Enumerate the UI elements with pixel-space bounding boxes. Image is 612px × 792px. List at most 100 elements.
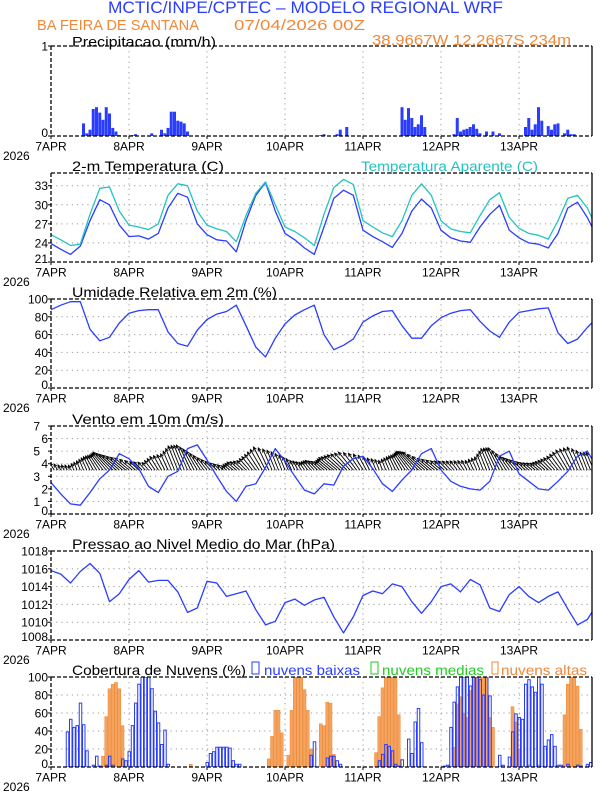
wind-arrow-shaft: [555, 449, 569, 471]
wind-arrow-head: [266, 449, 270, 454]
cloud-cover-bar: [491, 727, 495, 767]
cloud-cover-bar: [296, 677, 300, 767]
precipitation-bar: [527, 118, 531, 136]
cloud-cover-bar: [377, 716, 381, 767]
wind-arrow: [467, 458, 474, 471]
precipitation-bar: [530, 129, 534, 136]
wind-arrow-head: [98, 453, 103, 458]
cloud-cover-bar: [566, 683, 570, 767]
wind-arrow: [307, 460, 318, 471]
cloud-cover-bar: [465, 677, 469, 767]
cloud-cover-bar: [562, 714, 567, 767]
wind-arrow-head: [420, 458, 426, 463]
wind-arrow-shaft: [141, 462, 149, 471]
wind-arrow-head: [78, 458, 82, 463]
precipitation-bar: [160, 129, 163, 136]
cloud-cover-bar: [381, 753, 385, 767]
precipitation-bar: [459, 131, 462, 136]
wind-arrow-head: [546, 455, 551, 460]
x-tick-label: 10APR: [266, 266, 304, 280]
y-tick-label: 0: [41, 126, 48, 140]
cloud-cover-bar: [267, 758, 271, 767]
wind-arrow: [179, 446, 192, 471]
wind-arrow: [383, 457, 390, 471]
cloud-cover-bar: [114, 682, 118, 767]
cloud-cover-bar: [117, 688, 121, 767]
wind-arrow-shaft: [520, 462, 530, 471]
precipitation-bar: [150, 133, 154, 136]
wind-arrow: [185, 450, 198, 471]
wind-arrow-shaft: [146, 458, 156, 471]
wind-arrow: [196, 456, 208, 471]
wind-arrow: [555, 449, 569, 471]
wind-arrow-shaft: [495, 453, 507, 471]
wind-arrow-shaft: [124, 460, 136, 471]
cloud-cover-bar: [150, 688, 154, 767]
wind-arrow-head: [304, 459, 309, 464]
wind-arrow: [559, 448, 572, 471]
wind-arrow-head: [522, 462, 528, 467]
wind-arrow-head: [320, 456, 325, 461]
wind-arrow-shaft: [285, 458, 292, 471]
cloud-cover-bar: [65, 731, 70, 767]
wind-arrow-shaft: [196, 457, 208, 471]
x-tick-label: 13APR: [500, 266, 538, 280]
wind-arrow-head: [326, 454, 331, 459]
x-tick-label: 10APR: [266, 518, 304, 532]
cloud-cover-bar: [205, 762, 209, 767]
wind-arrow: [320, 456, 338, 471]
wind-arrow-shaft: [185, 450, 198, 471]
wind-arrow: [326, 454, 344, 471]
wind-arrow-head: [153, 454, 157, 460]
wind-arrow-head: [457, 459, 462, 465]
wind-arrow-shaft: [153, 455, 162, 471]
cloud-cover-bar: [212, 751, 216, 767]
wind-arrow-shaft: [90, 453, 104, 471]
cloud-cover-bar: [153, 710, 157, 767]
wind-arrow-shaft: [353, 453, 364, 471]
cloud-cover-bar: [390, 750, 395, 767]
wind-arrow-head: [244, 453, 248, 459]
wind-arrow-shaft: [468, 459, 474, 471]
wind-arrow: [80, 457, 88, 471]
wind-arrow-head: [480, 447, 484, 453]
wind-arrow-shaft: [380, 459, 387, 471]
wind-arrow-shaft: [502, 457, 513, 471]
wind-arrow-head: [476, 453, 480, 458]
wind-arrow: [165, 447, 175, 471]
cloud-cover-title: Cobertura de Nuvens (%): [72, 662, 246, 678]
wind-arrow-shaft: [85, 455, 94, 471]
wind-arrow: [549, 453, 562, 471]
cloud-cover-bar: [485, 677, 489, 767]
wind-arrow: [73, 461, 78, 471]
wind-arrow-shaft: [579, 452, 588, 471]
wind-arrow-shaft: [535, 461, 546, 471]
precipitation-bar: [413, 127, 417, 136]
wind-arrow: [330, 453, 348, 471]
cloud-cover-bar: [374, 752, 378, 767]
cloud-cover-bar: [312, 741, 317, 767]
wind-arrow-head: [529, 462, 534, 467]
wind-arrow: [67, 464, 72, 471]
wind-arrow-head: [519, 461, 524, 467]
wind-arrow-head: [323, 455, 328, 460]
wind-arrow: [457, 459, 465, 471]
wind-arrow-shaft: [357, 455, 367, 471]
wind-arrow-head: [487, 446, 492, 452]
wind-arrow: [482, 447, 494, 471]
wind-arrow: [394, 451, 409, 471]
wind-arrow-head: [370, 457, 375, 463]
wind-arrow-head: [118, 458, 124, 463]
wind-arrow: [531, 461, 543, 471]
wind-arrow-head: [200, 458, 205, 464]
x-year-label: 2026: [3, 401, 30, 415]
wind-arrow-shaft: [78, 459, 84, 471]
wind-arrow: [236, 459, 247, 471]
wind-arrow: [64, 464, 69, 471]
wind-arrow-shaft: [289, 460, 296, 471]
wind-arrow-shaft: [73, 462, 78, 471]
precipitation-bar: [455, 118, 459, 136]
precipitation-bar: [173, 111, 176, 136]
pressure-marks: [51, 562, 592, 634]
y-tick-label: 2: [41, 482, 48, 496]
